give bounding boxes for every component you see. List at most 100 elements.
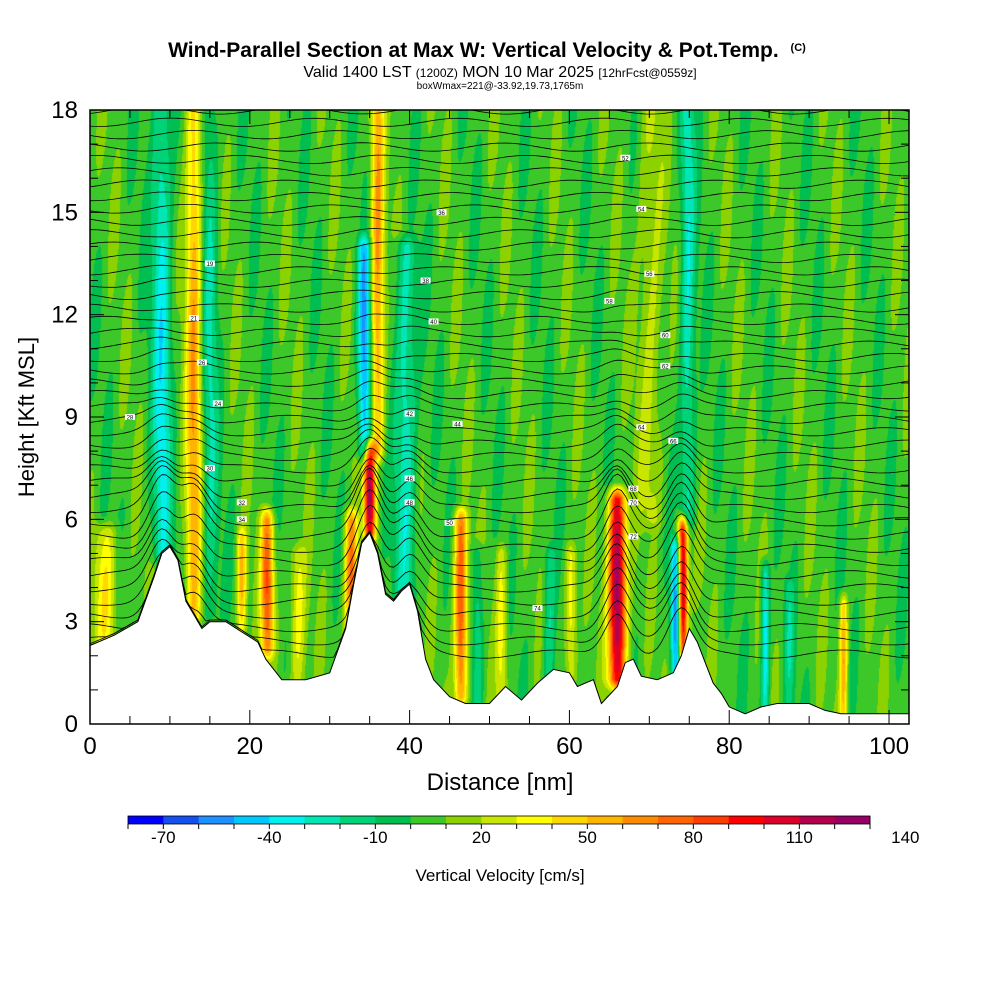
isentrope-label: 42	[404, 410, 415, 418]
isentrope-label: 36	[436, 209, 447, 217]
isentrope-line	[89, 289, 910, 301]
colorbar-tick-label: 50	[578, 828, 597, 847]
colorbar-tick-label: -70	[151, 828, 176, 847]
colorbar-swatch	[799, 816, 836, 824]
colorbar: -70 -40 -10 20 50 80 110 140	[127, 815, 920, 847]
isentrope-label: 30	[204, 465, 215, 473]
isentrope-label-text: 74	[534, 607, 541, 613]
isentrope-label-text: 68	[630, 487, 637, 493]
colorbar-swatch	[304, 816, 341, 824]
y-tick-label: 12	[51, 302, 78, 329]
isentrope-line	[89, 521, 910, 580]
isentrope-label-text: 21	[191, 317, 198, 323]
colorbar-swatch	[622, 816, 659, 824]
y-tick-label: 6	[65, 506, 78, 533]
chart-subtitle: Valid 1400 LST (1200Z) MON 10 Mar 2025 […	[303, 64, 696, 81]
isentrope-line	[89, 423, 910, 449]
colorbar-swatch	[764, 816, 800, 824]
isentrope-label: 70	[628, 499, 639, 507]
isentrope-label: 60	[660, 332, 671, 340]
isentrope-label-text: 28	[127, 416, 134, 422]
isentrope-line	[90, 228, 910, 239]
isentrope-label: 64	[636, 424, 647, 432]
isentrope-label-text: 46	[406, 477, 413, 483]
isentrope-label: 52	[620, 154, 631, 162]
isentrope-label: 26	[196, 359, 207, 367]
colorbar-tick-label: -10	[363, 828, 388, 847]
x-tick-label: 20	[236, 733, 263, 760]
isentrope-line	[89, 467, 910, 527]
isentrope-line	[89, 276, 910, 288]
isentrope-line	[89, 447, 910, 487]
x-axis: 0 20 40 60 80 100	[83, 110, 909, 760]
colorbar-swatch	[587, 816, 624, 824]
colorbar-swatch	[198, 816, 235, 824]
colorbar-swatch	[516, 816, 553, 824]
isentrope-line	[89, 369, 910, 387]
isentrope-line	[89, 359, 910, 375]
colorbar-label: Vertical Velocity [cm/s]	[415, 866, 584, 885]
isentrope-label: 34	[236, 516, 247, 524]
isentrope-line	[90, 191, 910, 202]
isentrope-line	[89, 530, 910, 633]
colorbar-tick-label: 140	[891, 828, 919, 847]
isentrope-label: 74	[532, 605, 543, 613]
isentrope-label-text: 34	[238, 518, 245, 524]
isentrope-labels: 19 21 24 26 28 30 32 34 36 38 40 42 44 46 48 50 52 54 56 58…	[124, 154, 679, 613]
isentrope-line	[89, 300, 910, 313]
isentrope-line	[89, 253, 910, 264]
isentrope-line	[89, 428, 910, 462]
isentrope-label-text: 40	[430, 320, 437, 326]
colorbar-swatch	[163, 816, 200, 824]
isentrope-label: 66	[668, 437, 679, 445]
colorbar-swatch	[410, 816, 447, 824]
isentrope-label-text: 24	[215, 402, 222, 408]
isentrope-label: 54	[636, 205, 647, 213]
isentrope-line	[89, 336, 910, 350]
isentrope-line	[89, 142, 910, 152]
isentrope-line	[89, 109, 910, 115]
isentrope-label-text: 48	[406, 501, 413, 507]
isentrope-label-text: 58	[606, 300, 613, 306]
isentrope-line	[89, 264, 910, 276]
isentrope-label-text: 72	[630, 535, 637, 541]
isentrope-line	[89, 458, 910, 500]
isentrope-label-text: 36	[438, 211, 445, 217]
subtitle-valid: Valid 1400 LST	[303, 64, 411, 81]
colorbar-swatch	[552, 816, 588, 824]
colorbar-swatch	[128, 816, 164, 824]
isentrope-label-text: 52	[622, 156, 629, 162]
isentrope-label-text: 70	[630, 501, 637, 507]
subtitle-fcst: [12hrFcst@0559z]	[598, 66, 696, 80]
isentrope-label: 58	[604, 298, 615, 306]
x-tick-label: 80	[716, 733, 743, 760]
isentrope-label-text: 60	[662, 334, 669, 340]
isentrope-label: 19	[204, 260, 215, 268]
isentrope-line	[89, 117, 910, 127]
plot-area: 19 21 24 26 28 30 32 34 36 38 40 42 44 46 48 50 52 54 56 58…	[89, 109, 910, 725]
isentrope-line	[89, 203, 910, 214]
isentrope-label-text: 32	[238, 501, 245, 507]
y-tick-label: 15	[51, 199, 78, 226]
isentrope-contours	[89, 109, 910, 659]
terrain-mask	[89, 531, 910, 725]
isentrope-line	[89, 312, 910, 325]
subtitle-utc: (1200Z)	[416, 66, 458, 80]
colorbar-tick-label: -40	[257, 828, 282, 847]
isentrope-line	[89, 393, 910, 412]
y-axis-label: Height [Kft MSL]	[14, 337, 39, 497]
isentrope-line	[89, 129, 910, 140]
isentrope-label-text: 62	[662, 364, 669, 370]
chart-title-mark: (C)	[791, 42, 807, 54]
colorbar-tick-label: 110	[786, 828, 813, 847]
isentrope-line	[89, 464, 910, 514]
y-tick-label: 9	[65, 404, 78, 431]
isentrope-label: 38	[420, 277, 431, 285]
colorbar-swatch	[269, 816, 306, 824]
colorbar-swatch	[693, 816, 730, 824]
isentrope-label-text: 50	[446, 521, 453, 527]
isentrope-label: 46	[404, 475, 415, 483]
isentrope-label-text: 66	[670, 439, 677, 445]
